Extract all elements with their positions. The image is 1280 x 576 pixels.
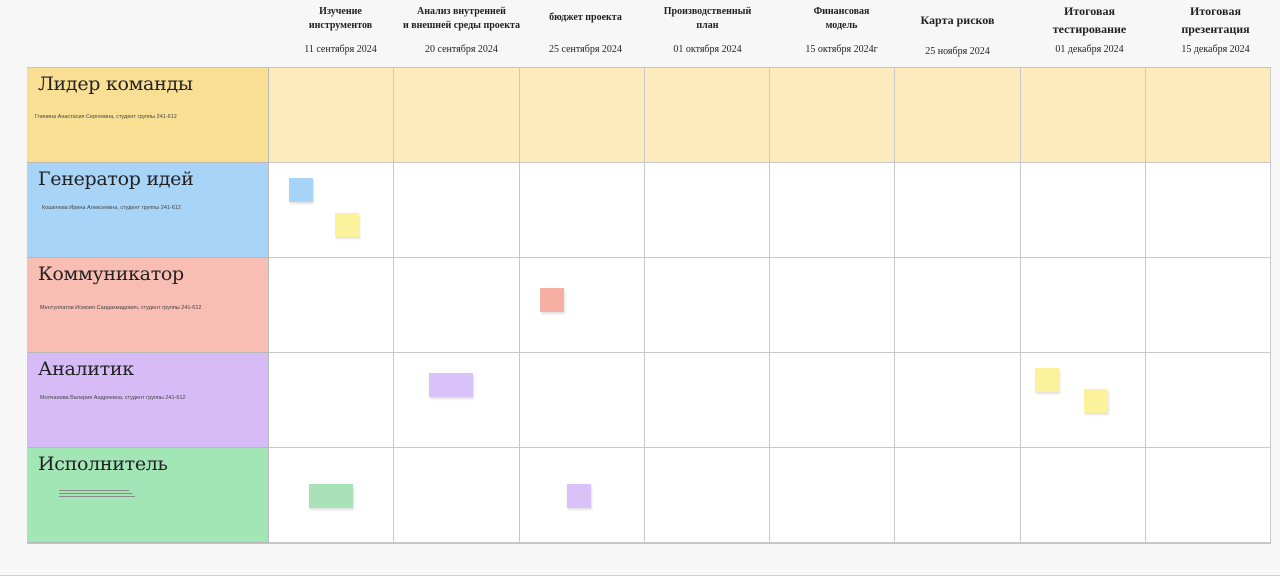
board-cell[interactable] bbox=[770, 258, 896, 353]
sticky-note[interactable] bbox=[429, 373, 474, 397]
column-title: Анализ внутренней и внешней среды проект… bbox=[403, 6, 520, 31]
team-member-name: Ментуллатов Исмоил Саидахмадович, студен… bbox=[40, 305, 202, 311]
team-member-line bbox=[59, 496, 135, 497]
board-cell[interactable] bbox=[770, 448, 896, 543]
board-cell[interactable] bbox=[770, 68, 896, 163]
role-label-cell[interactable]: Генератор идей Кошелева Ирина Алексеевна,… bbox=[27, 163, 269, 258]
column-date: 01 декабря 2024 bbox=[1055, 44, 1124, 55]
role-label-cell[interactable]: Лидер команды Глинина Анастасия Сергеевна… bbox=[27, 68, 269, 163]
column-header[interactable]: Итоговая тестирование 01 декабря 2024 bbox=[1027, 0, 1152, 66]
board-cell[interactable] bbox=[519, 163, 645, 258]
role-title: Исполнитель bbox=[38, 453, 168, 475]
column-header[interactable]: Карта рисков 25 ноября 2024 bbox=[895, 0, 1020, 66]
board-cell[interactable] bbox=[519, 258, 645, 353]
column-title: Производственный план bbox=[663, 6, 752, 31]
column-header[interactable]: Изучение инструментов 11 сентября 2024 bbox=[278, 0, 403, 66]
board-cell[interactable] bbox=[1145, 448, 1271, 543]
board-cell[interactable] bbox=[644, 258, 770, 353]
board-cell[interactable] bbox=[770, 353, 896, 448]
team-member-name: Кошелева Ирина Алексеевна, студент групп… bbox=[42, 205, 181, 211]
board-cell[interactable] bbox=[394, 258, 520, 353]
board-cell[interactable] bbox=[895, 68, 1021, 163]
column-title: бюджет проекта bbox=[549, 12, 622, 23]
board-cell[interactable] bbox=[644, 68, 770, 163]
board-cell[interactable] bbox=[1145, 258, 1271, 353]
board-cell[interactable] bbox=[1020, 68, 1146, 163]
board-cell[interactable] bbox=[644, 353, 770, 448]
board-cell[interactable] bbox=[269, 68, 395, 163]
role-row: Исполнитель bbox=[27, 448, 1271, 543]
sticky-note[interactable] bbox=[1083, 389, 1108, 413]
column-title: Карта рисков bbox=[920, 13, 995, 27]
column-title: Изучение инструментов bbox=[308, 6, 373, 31]
sticky-note[interactable] bbox=[309, 484, 353, 508]
role-row: Лидер команды Глинина Анастасия Сергеевна… bbox=[27, 68, 1271, 163]
board-cell[interactable] bbox=[895, 163, 1021, 258]
board-cell[interactable] bbox=[394, 163, 520, 258]
sticky-note[interactable] bbox=[566, 484, 591, 508]
board-cell[interactable] bbox=[1145, 353, 1271, 448]
board-cell[interactable] bbox=[1020, 258, 1146, 353]
role-label-cell[interactable]: Аналитик Молчанова Валерия Андреевна, сту… bbox=[27, 353, 269, 448]
role-row: Коммуникатор Ментуллатов Исмоил Саидахмад… bbox=[27, 258, 1271, 353]
sticky-note[interactable] bbox=[1034, 368, 1059, 392]
column-header[interactable]: Анализ внутренней и внешней среды проект… bbox=[399, 0, 524, 66]
column-date: 01 октября 2024 bbox=[673, 44, 742, 55]
role-row: Генератор идей Кошелева Ирина Алексеевна,… bbox=[27, 163, 1271, 258]
sticky-note[interactable] bbox=[335, 213, 359, 237]
column-header[interactable]: Финансовая модель 15 октября 2024г bbox=[779, 0, 904, 66]
team-member-line bbox=[59, 493, 132, 494]
board-cell[interactable] bbox=[644, 448, 770, 543]
board-cell[interactable] bbox=[1145, 68, 1271, 163]
column-title: Итоговая тестирование bbox=[1052, 4, 1127, 36]
column-date: 20 сентября 2024 bbox=[425, 44, 498, 55]
board-cell[interactable] bbox=[895, 353, 1021, 448]
role-title: Аналитик bbox=[38, 358, 134, 380]
role-row: Аналитик Молчанова Валерия Андреевна, сту… bbox=[27, 353, 1271, 448]
board-cell[interactable] bbox=[519, 68, 645, 163]
role-title: Лидер команды bbox=[38, 73, 193, 95]
board-cell[interactable] bbox=[1020, 163, 1146, 258]
column-date: 15 октября 2024г bbox=[805, 44, 878, 55]
column-header[interactable]: бюджет проекта 25 сентября 2024 bbox=[523, 0, 648, 66]
team-member-list bbox=[59, 488, 135, 499]
column-title: Финансовая модель bbox=[813, 6, 870, 31]
board-cell[interactable] bbox=[269, 258, 395, 353]
role-title: Коммуникатор bbox=[38, 263, 184, 285]
column-header[interactable]: Итоговая презентация 15 декабря 2024 bbox=[1153, 0, 1278, 66]
team-member-line bbox=[59, 490, 129, 491]
board-cell[interactable] bbox=[394, 448, 520, 543]
column-date: 25 ноября 2024 bbox=[925, 46, 990, 57]
board-cell[interactable] bbox=[770, 163, 896, 258]
column-date: 25 сентября 2024 bbox=[549, 44, 622, 55]
board-cell[interactable] bbox=[1020, 448, 1146, 543]
role-label-cell[interactable]: Коммуникатор Ментуллатов Исмоил Саидахмад… bbox=[27, 258, 269, 353]
column-date: 11 сентября 2024 bbox=[304, 44, 377, 55]
column-date: 15 декабря 2024 bbox=[1181, 44, 1250, 55]
board-cell[interactable] bbox=[394, 68, 520, 163]
board-cell[interactable] bbox=[269, 353, 395, 448]
team-member-name: Молчанова Валерия Андреевна, студент гру… bbox=[40, 395, 186, 401]
board-cell[interactable] bbox=[1145, 163, 1271, 258]
board-cell[interactable] bbox=[644, 163, 770, 258]
board-cell[interactable] bbox=[394, 353, 520, 448]
team-member-name: Глинина Анастасия Сергеевна, студент гру… bbox=[35, 114, 177, 120]
sticky-note[interactable] bbox=[289, 178, 313, 202]
board-cell[interactable] bbox=[269, 163, 395, 258]
column-title: Итоговая презентация bbox=[1181, 4, 1250, 36]
board-cell[interactable] bbox=[895, 258, 1021, 353]
role-label-cell[interactable]: Исполнитель bbox=[27, 448, 269, 543]
role-title: Генератор идей bbox=[38, 168, 194, 190]
board-cell[interactable] bbox=[519, 353, 645, 448]
board-cell[interactable] bbox=[895, 448, 1021, 543]
column-header[interactable]: Производственный план 01 октября 2024 bbox=[645, 0, 770, 66]
sticky-note[interactable] bbox=[539, 288, 564, 312]
